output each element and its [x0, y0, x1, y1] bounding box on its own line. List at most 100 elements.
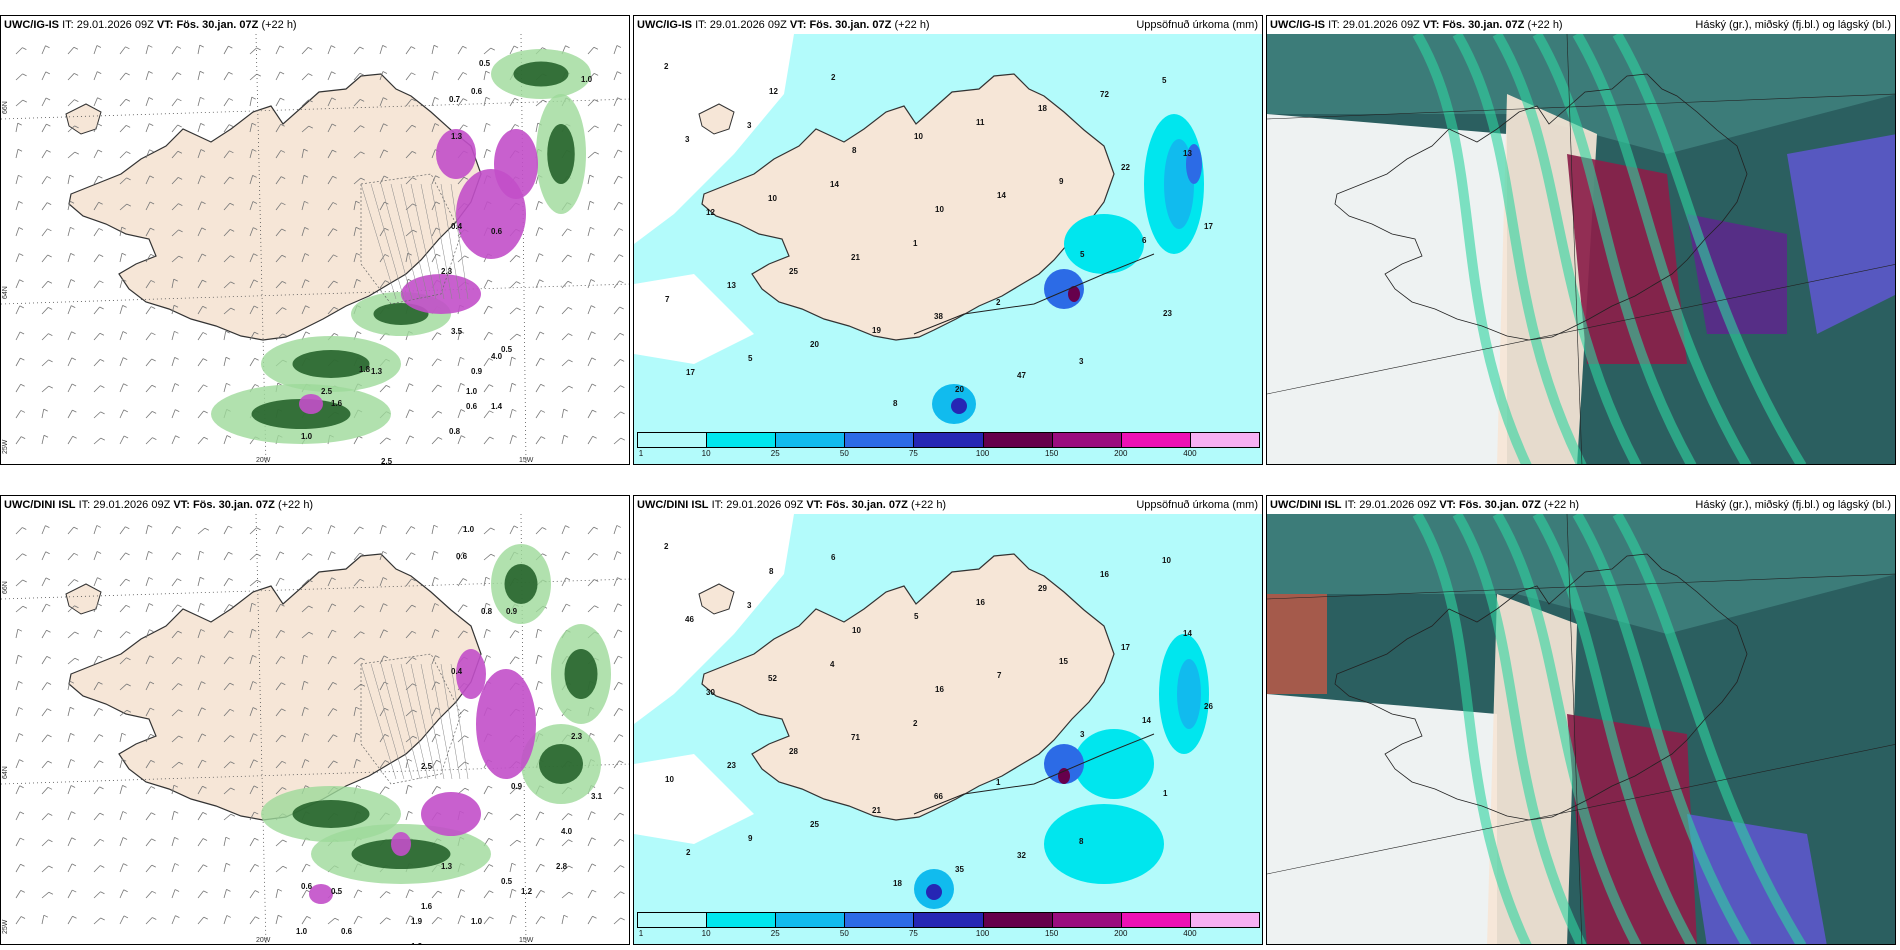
- axis-label: 66N: [2, 581, 9, 594]
- wind-barb: [171, 683, 183, 691]
- panel-precip-igis: UWC/IG-IS IT: 29.01.2026 09Z VT: Fös. 30…: [633, 15, 1263, 465]
- wind-barb: [353, 915, 363, 925]
- wind-barb: [431, 576, 439, 587]
- colorbar-swatch: [775, 432, 846, 448]
- precip-shading-heavy: [292, 350, 370, 378]
- precip-value: 1.3: [441, 862, 453, 871]
- wind-barb: [223, 787, 235, 795]
- wind-barb: [93, 760, 104, 769]
- wind-barb: [379, 707, 389, 717]
- precip-value: 1: [913, 239, 918, 248]
- wind-barb: [379, 603, 388, 613]
- wind-barb: [457, 735, 469, 743]
- wind-barb: [587, 151, 599, 159]
- wind-barb: [561, 891, 574, 899]
- wind-barb: [223, 735, 235, 743]
- wind-barb: [67, 863, 77, 873]
- precip-value: 3: [747, 121, 752, 130]
- wind-barb: [93, 577, 102, 587]
- wind-barb: [119, 331, 128, 341]
- precip-value: 10: [914, 132, 923, 141]
- wind-barb: [405, 177, 417, 185]
- wind-barb: [379, 97, 388, 107]
- wind-barb: [119, 863, 128, 873]
- wind-barb: [353, 46, 364, 55]
- wind-barb: [41, 228, 52, 237]
- no-precip-area: [634, 754, 754, 844]
- wind-barb: [483, 602, 491, 613]
- wind-barb: [483, 890, 494, 899]
- wind-barb: [145, 44, 153, 55]
- map-canvas: [1267, 514, 1895, 944]
- wind-barb: [93, 411, 105, 419]
- wind-barb: [119, 435, 129, 445]
- wind-barb: [353, 631, 365, 639]
- wind-barb: [301, 553, 313, 561]
- precip-value: 17: [1204, 222, 1213, 231]
- panel-title: Háský (gr.), miðský (fj.bl.) og lágský (…: [1695, 19, 1891, 31]
- wind-barb: [301, 863, 311, 873]
- precip-value: 23: [727, 761, 736, 770]
- wind-barb: [171, 409, 180, 419]
- colorbar-swatch: [637, 912, 708, 928]
- wind-barb: [509, 255, 521, 263]
- lead-time: (+22 h): [1543, 499, 1580, 511]
- wind-barb: [119, 383, 128, 393]
- wind-barb: [15, 680, 23, 691]
- wind-barb: [405, 889, 414, 899]
- wind-barb: [561, 254, 572, 263]
- wind-barb: [223, 682, 234, 691]
- wind-barb: [457, 552, 467, 561]
- wind-barb: [119, 125, 131, 133]
- precip-value: 22: [1121, 163, 1130, 172]
- wind-barb: [275, 603, 285, 613]
- precip-value: 12: [706, 208, 715, 217]
- wind-barb: [301, 125, 313, 133]
- wind-barb: [353, 200, 360, 211]
- wind-barb: [197, 527, 210, 535]
- wind-barb: [15, 785, 24, 795]
- snow-shading: [436, 129, 476, 179]
- precip-value: 71: [851, 733, 860, 742]
- wind-barb: [431, 890, 442, 899]
- wind-barb: [171, 630, 182, 639]
- wind-barb: [613, 812, 624, 821]
- graticule-lat: [1267, 93, 1895, 120]
- precip-value: 23: [1163, 309, 1172, 318]
- wind-barb: [119, 226, 126, 237]
- precip-value: 16: [935, 685, 944, 694]
- wind-barb: [483, 864, 494, 873]
- wind-barb: [535, 628, 543, 639]
- map-canvas: 2342181046527166321614302821352917262325…: [634, 514, 1262, 944]
- wind-barb: [301, 73, 313, 81]
- precip-value: 0.7: [449, 95, 461, 104]
- hatch-line: [360, 663, 397, 780]
- graticule-lat: [1267, 264, 1895, 395]
- graticule-lon: [255, 514, 267, 944]
- peninsula-land: [65, 583, 102, 615]
- wind-barb: [613, 97, 622, 107]
- colorbar-tick: 200: [1114, 929, 1128, 938]
- wind-barb: [171, 229, 183, 237]
- wind-barb: [561, 551, 570, 561]
- wind-barb: [301, 605, 313, 613]
- wind-barb: [613, 385, 625, 393]
- hatch-line: [410, 183, 437, 300]
- colorbar-tick: 25: [770, 449, 780, 458]
- wind-barb: [275, 150, 286, 159]
- precip-value: 1: [1163, 789, 1168, 798]
- wind-barb: [197, 864, 208, 873]
- wind-barb: [535, 357, 545, 367]
- wind-barb: [431, 332, 442, 341]
- wind-barb: [67, 785, 76, 795]
- wind-barb: [509, 307, 521, 315]
- wind-barb: [145, 629, 154, 639]
- wind-barb: [41, 813, 53, 821]
- wind-barb: [15, 863, 25, 873]
- high-cloud-band: [1492, 34, 1642, 464]
- precip-value: 4.0: [491, 352, 503, 361]
- wind-barb: [327, 708, 338, 717]
- wind-barb: [41, 408, 48, 419]
- wind-barb: [613, 577, 622, 587]
- wind-barb: [41, 525, 50, 535]
